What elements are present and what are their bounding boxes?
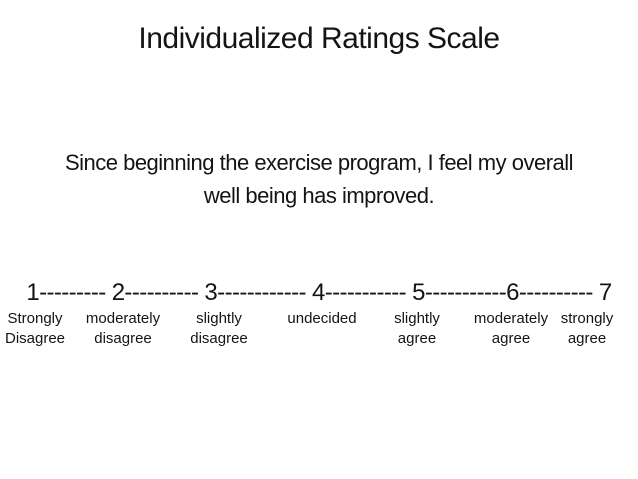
scale-label-1-strongly-disagree: Strongly Disagree (5, 309, 65, 349)
rating-scale-line: 1--------- 2---------- 3------------ 4--… (26, 279, 612, 306)
scale-label-line: strongly (560, 310, 614, 327)
scale-label-line: agree (567, 330, 607, 347)
scale-label-line: Disagree (4, 330, 66, 347)
statement-line-1: Since beginning the exercise program, I … (64, 150, 574, 175)
scale-label-line: agree (397, 330, 437, 347)
scale-label-4-undecided: undecided (287, 309, 356, 329)
scale-label-7-strongly-agree: strongly agree (561, 309, 614, 349)
scale-label-2-moderately-disagree: moderately disagree (86, 309, 160, 349)
scale-label-line: slightly (394, 310, 440, 327)
scale-labels-row: Strongly Disagree moderately disagree sl… (0, 309, 638, 353)
scale-label-line: Strongly (7, 310, 63, 327)
scale-label-line: agree (491, 330, 531, 347)
scale-label-line: disagree (94, 330, 152, 347)
scale-label-line: moderately (473, 310, 549, 327)
statement-text: Since beginning the exercise program, I … (0, 146, 638, 212)
scale-label-line: undecided (287, 310, 357, 327)
scale-label-line: moderately (85, 310, 161, 327)
scale-label-3-slightly-disagree: slightly disagree (190, 309, 248, 349)
scale-label-line: disagree (190, 330, 248, 347)
scale-label-5-slightly-agree: slightly agree (394, 309, 440, 349)
statement-line-2: well being has improved. (203, 183, 435, 208)
slide-title: Individualized Ratings Scale (138, 22, 500, 55)
scale-label-6-moderately-agree: moderately agree (474, 309, 548, 349)
scale-label-line: slightly (196, 310, 242, 327)
